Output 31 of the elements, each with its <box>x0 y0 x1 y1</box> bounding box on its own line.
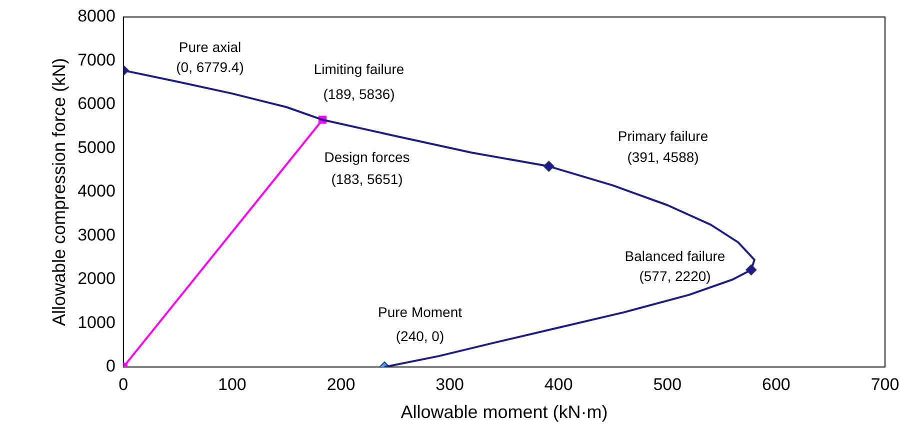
annotation: Primary failure <box>618 128 708 144</box>
y-tick-label: 4000 <box>78 182 116 201</box>
annotation: (189, 5836) <box>323 86 395 102</box>
x-tick-label: 100 <box>218 374 246 394</box>
y-tick-label: 6000 <box>78 94 116 114</box>
y-tick-label: 0 <box>106 356 116 376</box>
y-tick-label: 3000 <box>78 225 116 244</box>
annotation: Limiting failure <box>314 60 404 77</box>
annotation: (0, 6779.4) <box>176 58 244 75</box>
annotation: (391, 4588) <box>627 148 699 165</box>
y-tick-label: 5000 <box>78 138 116 157</box>
annotation: Pure axial <box>178 38 242 55</box>
x-tick-label: 0 <box>118 374 128 394</box>
y-tick-label: 7000 <box>78 50 116 70</box>
annotation: (577, 2220) <box>639 268 711 284</box>
annotation: (240, 0) <box>396 328 444 344</box>
x-tick-label: 500 <box>653 374 682 394</box>
annotation: Design forces <box>324 148 410 165</box>
x-tick-label: 300 <box>436 374 464 394</box>
x-tick-label: 400 <box>544 374 573 394</box>
x-tick-label: 600 <box>762 374 790 394</box>
x-tick-label: 700 <box>870 374 900 394</box>
y-tick-label: 8000 <box>78 6 116 26</box>
y-tick-label: 2000 <box>78 269 116 288</box>
annotation: Balanced failure <box>624 248 726 264</box>
annotation: Pure Moment <box>378 304 462 320</box>
x-axis-title: Allowable moment (kN·m) <box>400 402 608 422</box>
y-axis-title: Allowable compression force (kN) <box>48 58 69 326</box>
x-tick-label: 200 <box>326 374 356 394</box>
annotation: (183, 5651) <box>331 170 403 187</box>
y-tick-label: 1000 <box>78 312 116 332</box>
